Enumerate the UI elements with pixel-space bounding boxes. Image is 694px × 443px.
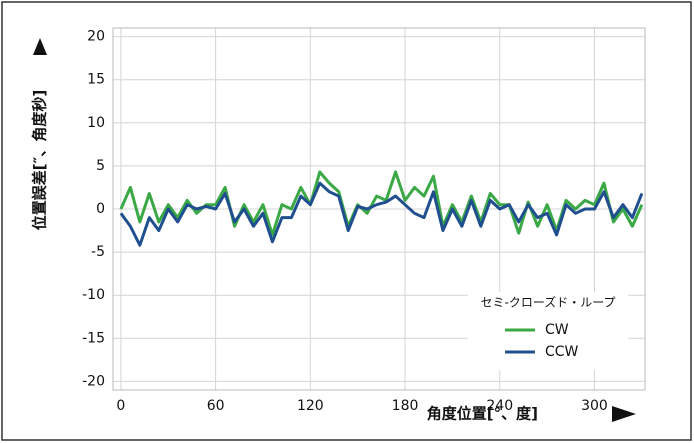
legend: CW CCW xyxy=(505,322,579,360)
y-tick-label: -5 xyxy=(91,244,105,260)
x-tick-label: 180 xyxy=(392,398,419,414)
x-tick-label: 60 xyxy=(207,398,225,414)
x-tick-label: 120 xyxy=(297,398,324,414)
y-tick-label: 15 xyxy=(87,72,105,88)
y-tick-label: -10 xyxy=(82,287,105,303)
y-tick-label: 20 xyxy=(87,29,105,45)
y-tick-label: -15 xyxy=(82,330,105,346)
y-tick-label: 10 xyxy=(87,115,105,131)
series-line xyxy=(119,170,644,237)
legend-box xyxy=(468,292,628,370)
lines xyxy=(119,170,644,247)
x-tick-label: 240 xyxy=(486,398,513,414)
y-tick-label: 5 xyxy=(96,158,105,174)
x-tick-label: 300 xyxy=(581,398,608,414)
x-tick-label: 0 xyxy=(116,398,125,414)
y-tick-label: -20 xyxy=(82,373,105,389)
legend-label: CW xyxy=(545,322,569,338)
grid: -20 -15 -10 -5 0 5 10 15 20 0 60 120 180 240 300 xyxy=(82,28,645,414)
legend-label: CCW xyxy=(545,344,579,360)
legend-title: セミ-クローズド・ループ xyxy=(480,295,615,310)
plot-area xyxy=(112,27,646,391)
x-arrow xyxy=(612,406,636,422)
series-line xyxy=(119,181,644,247)
x-axis-title: 角度位置[°、度] xyxy=(427,405,538,423)
y-axis-title: 位置誤差[″、角度秒] xyxy=(31,90,49,230)
y-tick-label: 0 xyxy=(96,201,105,217)
y-arrow xyxy=(33,38,47,55)
